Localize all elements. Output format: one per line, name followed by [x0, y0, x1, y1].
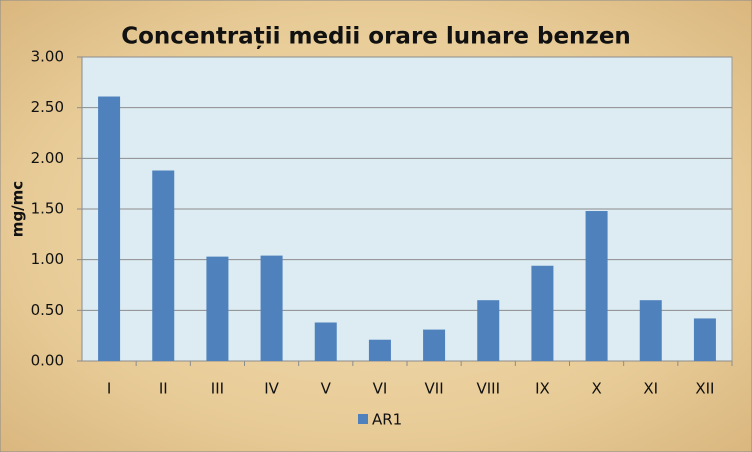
y-tick-label: 3.00 — [31, 48, 64, 66]
bar — [423, 329, 446, 361]
x-tick-label: III — [211, 380, 224, 398]
y-tick-label: 0.00 — [31, 352, 64, 370]
x-tick-label: VII — [425, 380, 444, 398]
y-axis-label: mg/mc — [9, 181, 27, 237]
bar — [314, 322, 337, 361]
bar — [531, 265, 554, 361]
x-tick-label: XI — [643, 380, 658, 398]
bar — [639, 300, 662, 361]
bar — [98, 96, 121, 362]
x-tick-label: V — [321, 380, 332, 398]
x-tick-label: II — [159, 380, 168, 398]
x-tick-label: IV — [264, 380, 279, 398]
legend-label: AR1 — [372, 411, 402, 429]
bar — [585, 211, 608, 361]
y-tick-label: 0.50 — [31, 301, 64, 319]
bar — [206, 256, 229, 361]
y-tick-label: 2.50 — [31, 98, 64, 116]
bar — [693, 318, 716, 361]
bar — [368, 339, 391, 361]
x-tick-label: VIII — [476, 380, 500, 398]
y-tick-label: 1.00 — [31, 250, 64, 268]
chart-title: Concentrații medii orare lunare benzen — [121, 24, 631, 50]
legend-swatch — [358, 414, 368, 424]
y-tick-label: 1.50 — [31, 200, 64, 218]
x-tick-label: X — [591, 380, 601, 398]
bar — [260, 255, 283, 361]
y-tick-label: 2.00 — [31, 149, 64, 167]
x-tick-label: IX — [535, 380, 550, 398]
x-tick-label: XII — [695, 380, 714, 398]
x-tick-label: VI — [373, 380, 388, 398]
x-tick-label: I — [107, 380, 111, 398]
bar — [152, 170, 175, 361]
bar — [477, 300, 500, 361]
